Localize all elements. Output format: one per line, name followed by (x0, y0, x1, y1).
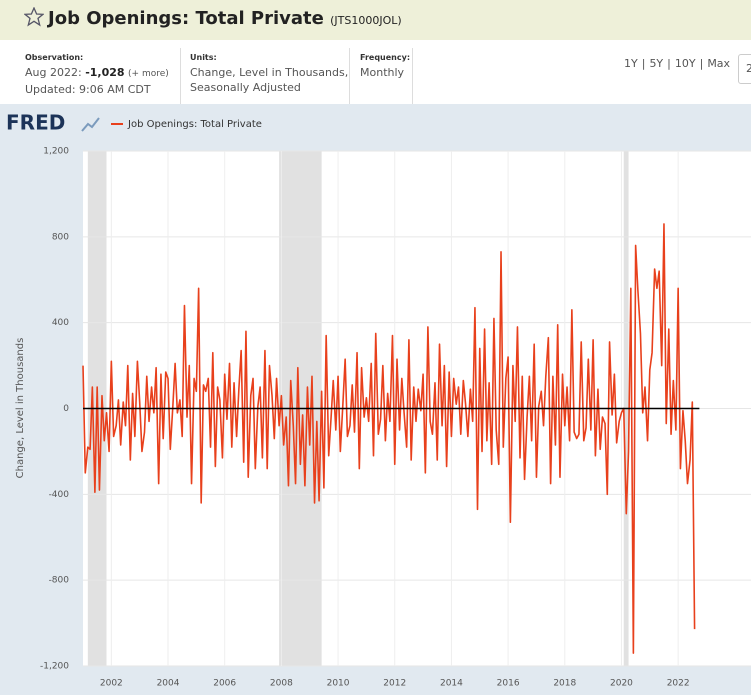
range-sep: | (641, 57, 646, 70)
x-tick-label: 2004 (157, 679, 180, 689)
x-tick-label: 2018 (553, 679, 576, 689)
x-tick-label: 2008 (270, 679, 293, 689)
separator (180, 48, 181, 104)
x-tick-label: 2010 (327, 679, 350, 689)
x-tick-label: 2012 (383, 679, 406, 689)
y-tick-label: -400 (49, 490, 70, 500)
x-tick-label: 2006 (213, 679, 236, 689)
x-tick-label: 2014 (440, 679, 463, 689)
separator (412, 48, 413, 104)
x-tick-label: 2016 (497, 679, 520, 689)
y-axis-label: Change, Level in Thousands (15, 338, 26, 479)
y-tick-label: 0 (63, 404, 69, 414)
obs-value: -1,028 (85, 66, 125, 79)
star-icon[interactable] (24, 7, 44, 27)
range-button[interactable]: Max (707, 57, 731, 70)
y-tick-label: 400 (52, 318, 69, 328)
logo-icon (81, 117, 100, 132)
title-bar: Job Openings: Total Private (JTS1000JOL) (0, 0, 751, 40)
y-tick-label: 800 (52, 232, 69, 242)
y-tick-label: -1,200 (40, 662, 69, 672)
x-tick-label: 2002 (100, 679, 123, 689)
info-bar: Observation: Aug 2022: -1,028 (+ more) U… (0, 40, 751, 104)
y-tick-label: 1,200 (43, 147, 69, 157)
obs-date: Aug 2022: (25, 66, 82, 79)
updated: Updated: 9:06 AM CDT (25, 83, 151, 96)
title-text: Job Openings: Total Private (48, 8, 324, 29)
fred-logo: FRED (6, 111, 65, 135)
range-sep: | (699, 57, 704, 70)
units: Seasonally Adjusted (190, 81, 301, 94)
range-button[interactable]: 1Y (624, 57, 638, 70)
title: Job Openings: Total Private (JTS1000JOL) (48, 8, 402, 29)
frequency: Monthly (360, 66, 405, 79)
series-line (82, 223, 696, 654)
legend-label: Job Openings: Total Private (127, 119, 262, 130)
chart: FRED Job Openings: Total Private Change,… (6, 111, 751, 689)
label: Units: (190, 53, 217, 62)
units: Change, Level in Thousands, (190, 66, 349, 79)
y-tick-label: -800 (49, 576, 70, 586)
separator (349, 48, 350, 104)
date-input[interactable]: 2 (738, 54, 751, 84)
series-id: (JTS1000JOL) (330, 14, 402, 27)
label: Frequency: (360, 53, 411, 62)
x-tick-label: 2020 (610, 679, 633, 689)
range-sep: | (667, 57, 671, 70)
label: Observation: (25, 53, 84, 62)
more-link[interactable]: (+ more) (128, 69, 169, 79)
range-buttons: 1Y | 5Y | 10Y | Max (624, 56, 730, 71)
range-button[interactable]: 10Y (674, 57, 696, 70)
range-button[interactable]: 5Y (649, 57, 664, 70)
x-tick-label: 2022 (667, 679, 690, 689)
